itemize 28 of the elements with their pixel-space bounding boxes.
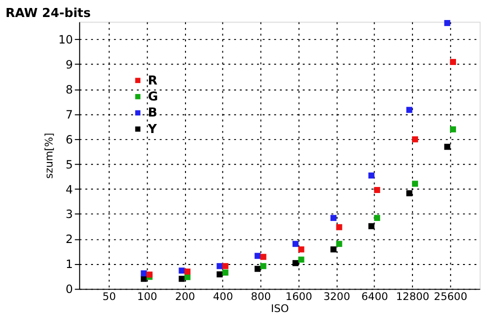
y-tick-label: 2: [66, 232, 73, 246]
x-axis-title: ISO: [270, 303, 289, 316]
legend-label: G: [148, 88, 158, 104]
x-tick-label: 100: [137, 290, 158, 303]
y-axis-title: szum[%]: [44, 132, 56, 179]
y-tick-label: 1: [66, 257, 73, 272]
x-tick-label: 3200: [323, 290, 350, 303]
x-tick-label: 12800: [396, 290, 430, 303]
y-tick-label: 7: [66, 107, 73, 122]
legend-label: B: [148, 104, 158, 120]
y-tick-label: 4: [66, 182, 73, 196]
y-tick-label: 8: [66, 82, 73, 96]
y-tick-label: 0: [66, 282, 73, 296]
x-tick-label: 6400: [361, 290, 388, 303]
y-tick-label: 3: [66, 207, 73, 222]
legend-label: Y: [146, 120, 158, 136]
chart-title: RAW 24-bits: [5, 5, 91, 20]
y-tick-label: 5: [66, 157, 73, 172]
x-tick-label: 25600: [434, 290, 468, 303]
y-tick-label: 10: [58, 32, 73, 47]
x-tick-label: 200: [175, 290, 196, 303]
x-tick-label: 1600: [286, 290, 312, 303]
y-tick-label: 9: [66, 58, 73, 72]
legend-label: R: [148, 72, 158, 88]
y-tick-label: 6: [66, 132, 73, 146]
x-tick-label: 400: [213, 290, 234, 303]
x-tick-label: 800: [250, 290, 271, 303]
x-tick-label: 50: [102, 290, 116, 303]
